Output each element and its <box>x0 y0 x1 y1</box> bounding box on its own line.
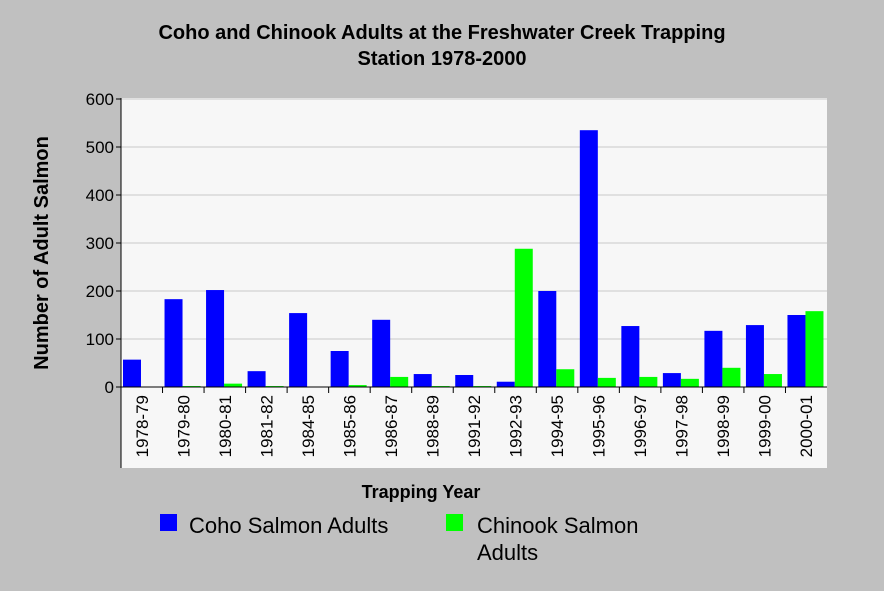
x-tick-label: 1992-93 <box>507 395 526 457</box>
x-tick-label: 1991-92 <box>465 395 484 457</box>
x-tick-label: 1994-95 <box>548 395 567 457</box>
y-tick-label: 100 <box>86 330 114 349</box>
legend-swatch-chinook <box>446 514 463 531</box>
y-tick-label: 600 <box>86 90 114 109</box>
bar-chinook-1986-87 <box>390 376 409 387</box>
x-tick-label: 1979-80 <box>174 395 193 457</box>
bar-chinook-1992-93 <box>514 248 533 387</box>
gridlines <box>121 98 827 340</box>
x-tick-label: 2000-01 <box>797 395 816 457</box>
legend-label-coho: Coho Salmon Adults <box>189 513 389 538</box>
x-tick-label: 1988-89 <box>423 395 442 457</box>
bar-chinook-1995-96 <box>597 377 616 387</box>
x-tick-label: 1999-00 <box>756 395 775 457</box>
chart-title-line1: Coho and Chinook Adults at the Freshwate… <box>158 22 726 44</box>
bar-coho-1996-97 <box>621 326 640 387</box>
y-tick-label: 0 <box>105 378 114 397</box>
bar-coho-1985-86 <box>330 351 349 387</box>
y-tick-label: 500 <box>86 138 114 157</box>
bar-coho-1998-99 <box>704 330 723 387</box>
bar-coho-1981-82 <box>247 371 266 387</box>
x-tick-label: 1978-79 <box>133 395 152 457</box>
bar-chinook-1998-99 <box>722 367 741 387</box>
x-tick-label: 1984-85 <box>299 395 318 457</box>
bar-coho-1979-80 <box>164 299 183 387</box>
bar-coho-1988-89 <box>413 374 432 387</box>
x-tick-label: 1981-82 <box>257 395 276 457</box>
y-tick-label: 400 <box>86 186 114 205</box>
bar-coho-1986-87 <box>372 319 391 387</box>
bar-coho-1997-98 <box>662 373 681 387</box>
x-tick-label: 1996-97 <box>631 395 650 457</box>
bar-coho-1992-93 <box>496 381 515 387</box>
bar-chinook-1980-81 <box>224 383 243 387</box>
x-axis-label: Trapping Year <box>362 482 481 502</box>
bar-chinook-1997-98 <box>680 378 699 387</box>
bar-coho-1978-79 <box>123 359 141 387</box>
y-ticks: 0 100 200 300 400 500 600 <box>86 90 121 397</box>
x-tick-label: 1998-99 <box>714 395 733 457</box>
bar-coho-1984-85 <box>289 313 308 387</box>
bar-coho-1991-92 <box>455 375 474 387</box>
bar-coho-1980-81 <box>206 290 225 387</box>
bar-coho-1994-95 <box>538 291 557 387</box>
bar-coho-1995-96 <box>579 130 598 387</box>
bar-coho-2000-01 <box>787 315 806 387</box>
bar-coho-1999-00 <box>745 325 764 387</box>
x-tick-label: 1980-81 <box>216 395 235 457</box>
chart-title: Coho and Chinook Adults at the Freshwate… <box>0 20 884 72</box>
x-tick-label: 1995-96 <box>590 395 609 457</box>
x-tick-label: 1997-98 <box>673 395 692 457</box>
legend-swatch-coho <box>160 514 177 531</box>
y-axis-label: Number of Adult Salmon <box>31 136 53 370</box>
y-tick-label: 200 <box>86 282 114 301</box>
bar-chinook-1985-86 <box>348 385 367 387</box>
bar-chinook-1996-97 <box>639 376 658 387</box>
chart-title-line2: Station 1978-2000 <box>357 48 527 70</box>
legend-label-chinook: Chinook Salmon Adults <box>477 512 638 566</box>
legend-label-chinook-line1: Chinook Salmon <box>477 513 639 538</box>
bar-chinook-1994-95 <box>556 369 575 387</box>
x-tick-label: 1986-87 <box>382 395 401 457</box>
bars <box>123 130 824 387</box>
bar-chinook-1999-00 <box>763 374 782 387</box>
x-tick-label: 1985-86 <box>340 395 359 457</box>
legend-label-chinook-line2: Adults <box>477 540 539 565</box>
plot-area <box>121 98 827 468</box>
y-tick-label: 300 <box>86 234 114 253</box>
bar-chinook-2000-01 <box>805 311 824 387</box>
x-ticks: 1978-79 1979-80 1980-81 1981-82 1984-85 1985-… <box>133 387 816 457</box>
